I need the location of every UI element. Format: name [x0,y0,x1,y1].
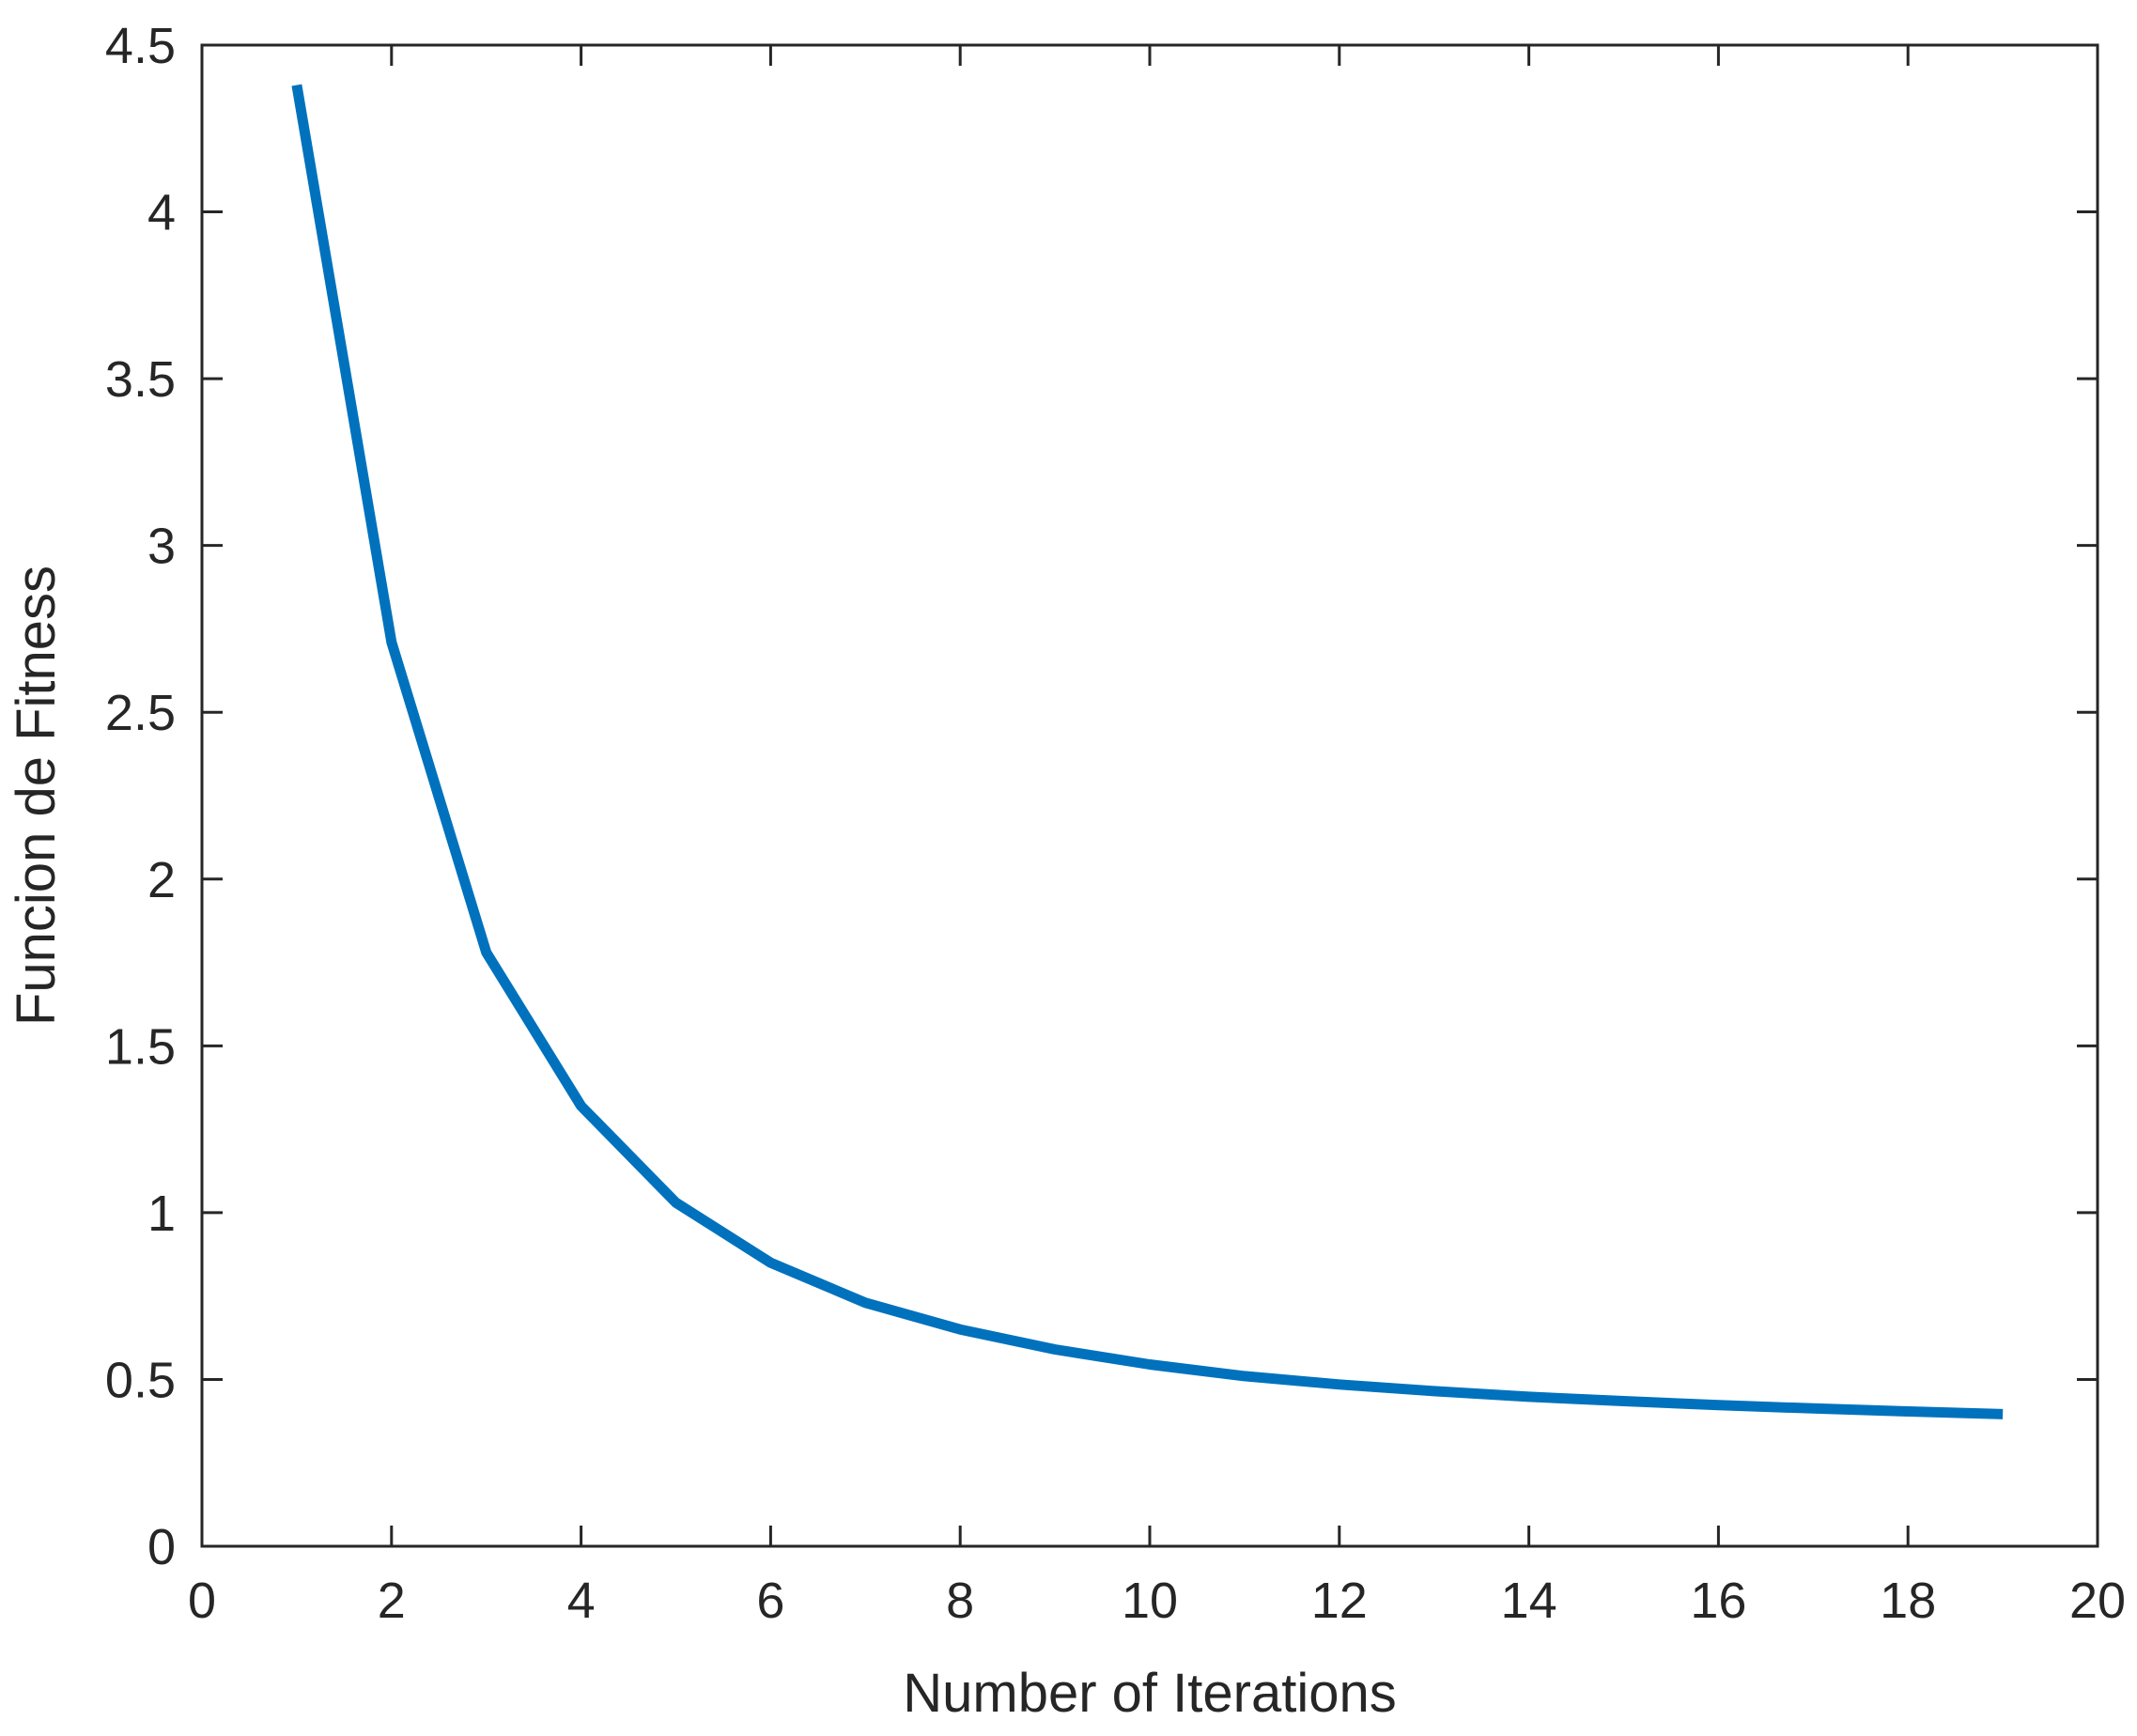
x-tick-label: 20 [2069,1573,2126,1629]
y-tick-label: 4.5 [105,18,176,74]
y-tick-label: 3 [147,519,176,575]
series-line [291,84,2004,1419]
y-tick-label: 1.5 [105,1018,176,1075]
y-axis-title: Funcion de Fitness [6,566,67,1026]
axes-box [200,43,2099,1548]
y-tick-label: 0 [147,1519,176,1575]
x-tick-label: 14 [1501,1573,1557,1629]
x-axis-title: Number of Iterations [903,1663,1396,1724]
y-tick-label: 1 [147,1186,176,1242]
data-layer [291,84,2004,1419]
x-tick-label: 2 [378,1573,406,1629]
x-tick-label: 4 [567,1573,596,1629]
ticks-layer: 0 2 4 6 8 10 12 14 16 18 20 0 0.5 1 1.5 2 2.5 3 3.5 4 4.5 [105,18,2126,1629]
x-tick-label: 16 [1690,1573,1746,1629]
y-tick-label: 0.5 [105,1352,176,1408]
x-tick-label: 0 [188,1573,216,1629]
y-tick-label: 3.5 [105,351,176,408]
x-tick-label: 8 [946,1573,974,1629]
x-tick-label: 10 [1122,1573,1178,1629]
x-tick-label: 18 [1880,1573,1936,1629]
x-tick-label: 12 [1311,1573,1368,1629]
y-tick-label: 2.5 [105,685,176,741]
x-tick-label: 6 [756,1573,784,1629]
y-tick-label: 2 [147,852,176,908]
y-tick-label: 4 [147,185,176,241]
